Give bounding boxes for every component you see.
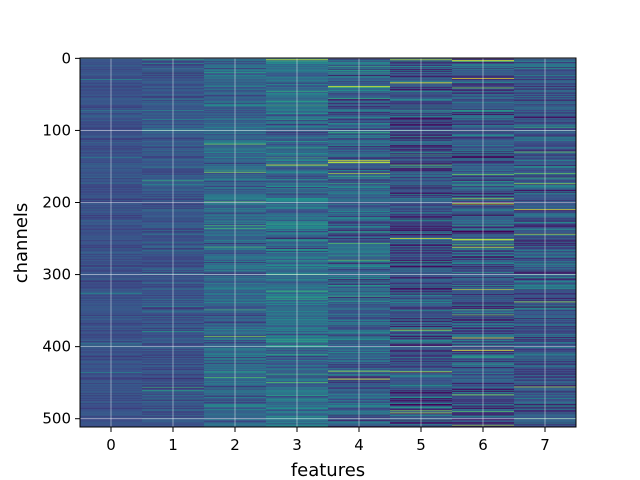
heatmap-cells	[80, 58, 577, 428]
y-axis-label: channels	[11, 203, 32, 284]
x-axis-label: features	[291, 460, 365, 480]
x-tick-label: 1	[168, 436, 178, 454]
x-axis-ticks: 0 1 2 3 4 5 6 7	[106, 427, 550, 454]
y-tick-label: 0	[61, 49, 71, 67]
y-tick-label: 100	[42, 121, 71, 139]
y-axis-ticks: 0 100 200 300 400 500	[42, 49, 80, 428]
y-tick-label: 400	[42, 338, 71, 356]
y-tick-label: 200	[42, 194, 71, 212]
x-tick-label: 6	[478, 436, 488, 454]
x-tick-label: 5	[416, 436, 426, 454]
x-tick-label: 3	[292, 436, 302, 454]
x-tick-label: 0	[106, 436, 116, 454]
x-tick-label: 4	[354, 436, 364, 454]
x-tick-label: 2	[230, 436, 240, 454]
y-tick-label: 500	[42, 410, 71, 428]
y-tick-label: 300	[42, 266, 71, 284]
x-tick-label: 7	[540, 436, 550, 454]
plot-frame	[79, 57, 577, 428]
grid-lines	[80, 57, 576, 427]
